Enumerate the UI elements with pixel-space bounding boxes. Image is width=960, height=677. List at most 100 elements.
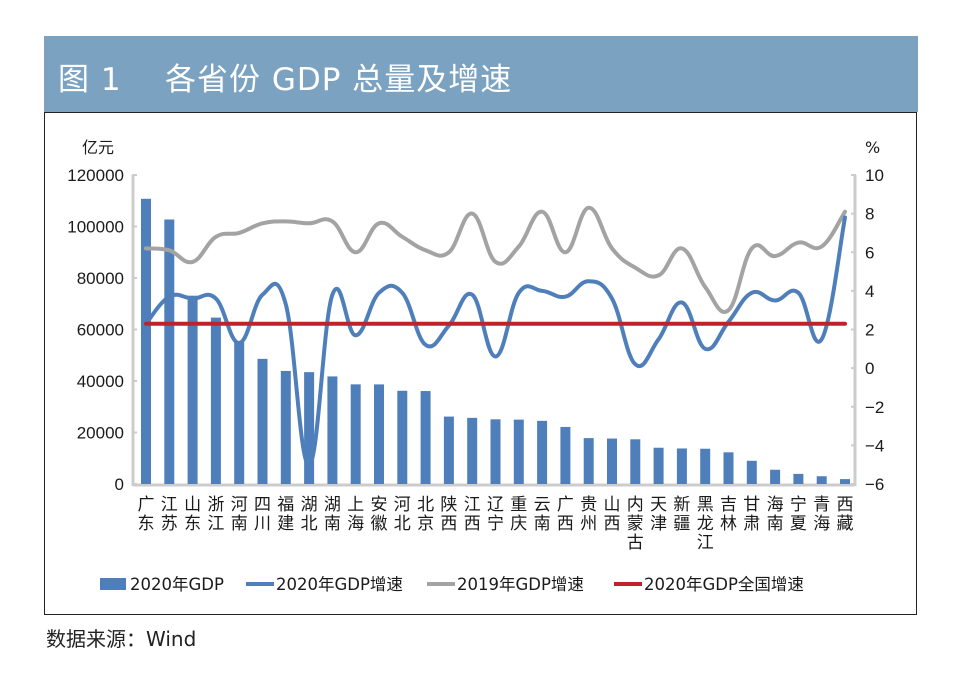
y2-tick-label: 2 [865, 321, 874, 340]
x-category-label: 北京 [417, 495, 434, 534]
x-category-label: 宁夏 [790, 495, 807, 534]
line-2019-gdp-growth [144, 205, 847, 314]
bar-山西 [607, 438, 617, 484]
bar-宁夏 [793, 473, 804, 484]
bar-贵州 [583, 438, 594, 484]
bar-青海 [816, 476, 827, 484]
line-2019-gdp-growth-path [144, 205, 847, 314]
x-category-label: 陕西 [440, 495, 457, 534]
y2-tick-label: −4 [865, 436, 884, 455]
legend-label: 2020年GDP增速 [276, 575, 403, 594]
y2-axis-unit-label: % [865, 138, 880, 157]
axes [131, 175, 857, 487]
bar-西藏 [840, 479, 850, 484]
x-category-label: 新疆 [673, 495, 690, 534]
y-tick-label: 60000 [77, 321, 124, 340]
line-series [144, 205, 847, 467]
x-category-label: 贵州 [580, 495, 597, 534]
line-2020-gdp-growth [144, 215, 847, 467]
x-category-label: 辽宁 [487, 495, 504, 534]
x-category-label: 江西 [464, 495, 481, 534]
x-category-label: 湖南 [324, 495, 341, 534]
x-category-label: 云南 [534, 495, 551, 534]
x-category-label: 天津 [650, 495, 667, 534]
y2-tick-label: 8 [865, 205, 874, 224]
x-category-label: 四川 [254, 495, 271, 534]
bar-重庆 [513, 419, 524, 484]
x-category-label: 吉林 [720, 495, 737, 534]
bar-内蒙古 [630, 439, 641, 484]
x-category-label: 安徽 [371, 495, 388, 534]
x-category-label: 青海 [813, 495, 830, 534]
bar-湖南 [327, 376, 338, 484]
y2-tick-label: 10 [865, 166, 884, 185]
bar-山东 [187, 295, 198, 484]
bar-云南 [537, 420, 548, 484]
x-category-label: 广西 [557, 495, 574, 534]
bar-新疆 [676, 448, 687, 484]
bar-江苏 [164, 219, 175, 484]
bar-广西 [560, 426, 571, 484]
y-axis-ticks: 0 20000 40000 60000 80000 100000 120000 [67, 166, 137, 494]
bar-湖北 [304, 372, 315, 484]
figure-title-bar: 图 1 各省份 GDP 总量及增速 [44, 36, 918, 112]
x-category-label: 西藏 [837, 495, 854, 534]
y2-tick-label: −2 [865, 398, 884, 417]
x-category-label: 河南 [231, 495, 248, 534]
x-category-label: 海南 [767, 495, 784, 534]
bar-浙江 [210, 317, 221, 484]
line-2020-gdp-growth-path [144, 215, 847, 467]
y-tick-label: 100000 [67, 218, 124, 237]
bar-北京 [420, 391, 431, 484]
x-category-label: 浙江 [207, 495, 224, 534]
legend-label: 2020年GDP全国增速 [644, 575, 804, 594]
bar-四川 [257, 358, 268, 484]
legend-item-2020-gdp-growth: 2020年GDP增速 [246, 575, 403, 594]
x-category-label: 山东 [184, 495, 201, 534]
x-category-label: 江苏 [161, 495, 178, 534]
x-category-label: 山西 [604, 495, 621, 534]
bar-上海 [350, 384, 361, 484]
bar-series-2020-gdp [141, 198, 850, 484]
y2-tick-label: 4 [865, 282, 874, 301]
bar-天津 [653, 447, 664, 484]
bar-河北 [397, 390, 408, 484]
x-category-label: 河北 [394, 495, 411, 534]
data-source-note: 数据来源：Wind [46, 627, 197, 651]
legend-item-2020-national-growth: 2020年GDP全国增速 [614, 575, 804, 594]
bar-河南 [234, 342, 245, 484]
y-tick-label: 0 [115, 475, 124, 494]
y2-tick-label: −6 [865, 475, 884, 494]
x-category-label: 广东 [138, 495, 155, 534]
figure-title: 图 1 各省份 GDP 总量及增速 [58, 62, 513, 98]
y-axis-unit-label: 亿元 [82, 138, 114, 157]
x-category-label: 福建 [277, 495, 294, 534]
legend-label: 2020年GDP [130, 575, 224, 594]
bar-福建 [280, 370, 291, 484]
y-tick-label: 20000 [77, 424, 124, 443]
y-tick-label: 80000 [77, 269, 124, 288]
x-category-label: 重庆 [510, 495, 527, 534]
legend-swatch [100, 578, 126, 590]
y-tick-label: 120000 [67, 166, 124, 185]
legend: 2020年GDP 2020年GDP增速 2019年GDP增速 2020年GDP全国增速 [100, 575, 804, 594]
x-category-label: 内蒙古 [627, 495, 644, 553]
x-category-label: 甘肃 [743, 495, 760, 534]
bar-广东 [141, 198, 151, 484]
legend-item-2020-gdp: 2020年GDP [100, 575, 224, 594]
x-category-label: 上海 [347, 495, 364, 534]
bar-安徽 [374, 384, 384, 484]
y2-tick-label: 6 [865, 243, 874, 262]
bar-甘肃 [746, 460, 757, 484]
y2-tick-label: 0 [865, 359, 874, 378]
legend-label: 2019年GDP增速 [457, 575, 584, 594]
bar-陕西 [443, 416, 454, 484]
bar-海南 [770, 469, 781, 484]
bar-江西 [467, 417, 478, 484]
bar-吉林 [723, 452, 734, 484]
x-category-label: 湖北 [301, 495, 318, 534]
bar-辽宁 [490, 419, 501, 484]
x-category-label: 黑龙江 [697, 495, 714, 553]
y-tick-label: 40000 [77, 372, 124, 391]
